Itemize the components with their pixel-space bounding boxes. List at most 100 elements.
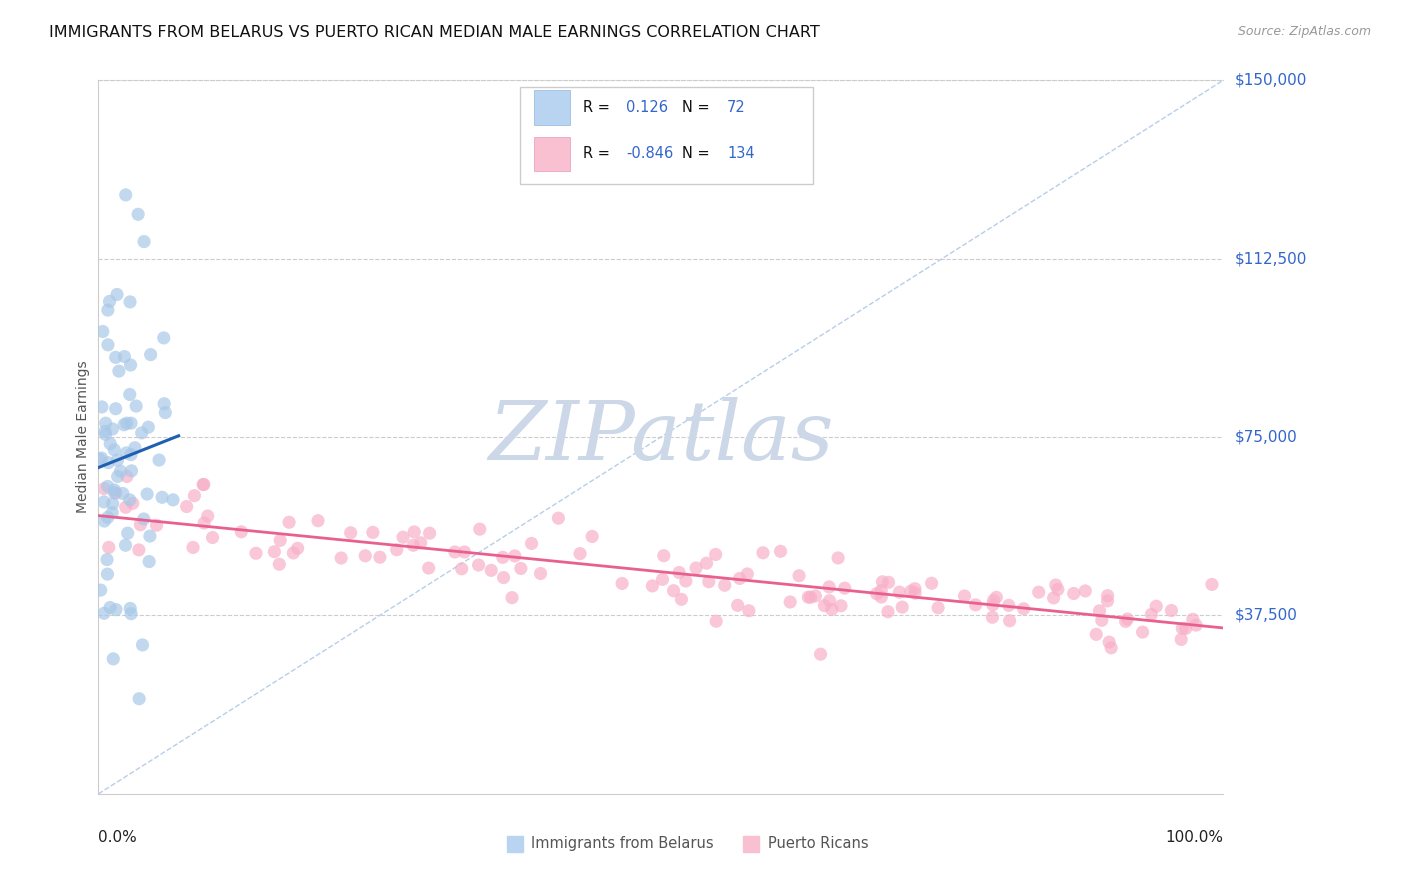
Text: Puerto Ricans: Puerto Ricans xyxy=(768,837,869,851)
Point xyxy=(96,567,118,582)
Point xyxy=(1170,632,1192,647)
Point xyxy=(1144,599,1167,614)
Point xyxy=(392,530,415,544)
Point xyxy=(965,598,987,612)
Point xyxy=(1097,589,1119,603)
Point xyxy=(404,524,426,539)
Point xyxy=(269,558,291,572)
Point xyxy=(152,331,174,345)
Point xyxy=(96,552,118,566)
Point xyxy=(155,406,177,420)
FancyBboxPatch shape xyxy=(534,136,569,171)
FancyBboxPatch shape xyxy=(520,87,813,184)
Point xyxy=(112,350,135,364)
Point xyxy=(181,541,204,555)
Point xyxy=(872,574,894,589)
Point xyxy=(1085,627,1108,641)
Point xyxy=(877,575,900,590)
Point xyxy=(997,599,1019,613)
Point xyxy=(128,542,150,557)
Point xyxy=(662,583,685,598)
Point xyxy=(641,579,664,593)
Point xyxy=(330,551,353,566)
Point xyxy=(697,574,720,589)
Point xyxy=(93,514,115,528)
Point xyxy=(193,516,215,530)
Point xyxy=(704,614,727,628)
Point xyxy=(107,469,129,483)
Point xyxy=(131,638,153,652)
Point xyxy=(368,550,391,565)
Point xyxy=(97,541,120,555)
Point xyxy=(105,287,128,301)
Point xyxy=(713,578,735,592)
Text: 0.126: 0.126 xyxy=(626,100,668,115)
Point xyxy=(685,561,707,575)
Point xyxy=(114,500,136,515)
Point xyxy=(453,545,475,559)
Point xyxy=(1171,621,1194,635)
Point xyxy=(998,614,1021,628)
Point xyxy=(1181,612,1204,626)
Point xyxy=(139,529,162,543)
Point xyxy=(503,549,526,563)
Point xyxy=(145,518,167,533)
Point xyxy=(1174,622,1197,636)
Point xyxy=(904,586,927,600)
Point xyxy=(1046,582,1069,597)
Point xyxy=(287,541,309,556)
Point xyxy=(120,416,142,430)
Point xyxy=(129,517,152,532)
Point xyxy=(307,514,329,528)
Point xyxy=(91,325,114,339)
Point xyxy=(93,607,115,621)
Point xyxy=(131,425,153,440)
Point xyxy=(201,531,224,545)
Point xyxy=(1116,612,1139,626)
Point xyxy=(1185,618,1208,632)
Text: -0.846: -0.846 xyxy=(626,146,673,161)
Point xyxy=(103,442,125,457)
Text: N =: N = xyxy=(682,100,710,115)
Point xyxy=(986,591,1008,605)
Point xyxy=(101,422,124,436)
Point xyxy=(787,568,810,582)
Point xyxy=(90,583,112,598)
Point xyxy=(1074,583,1097,598)
Point xyxy=(953,589,976,603)
Point xyxy=(118,492,141,507)
Point xyxy=(153,397,176,411)
Point xyxy=(121,496,143,510)
Point xyxy=(1201,577,1223,591)
Text: $75,000: $75,000 xyxy=(1234,430,1298,444)
Point xyxy=(191,477,214,491)
Point xyxy=(889,585,911,599)
Point xyxy=(117,526,139,541)
Point xyxy=(98,436,121,450)
Point xyxy=(104,401,127,416)
Point xyxy=(132,512,155,526)
Point xyxy=(98,294,121,309)
Point xyxy=(127,207,149,221)
Point xyxy=(150,491,173,505)
Point xyxy=(818,580,841,594)
Point xyxy=(125,399,148,413)
Point xyxy=(118,387,141,401)
Point xyxy=(110,464,132,478)
Point xyxy=(418,561,440,575)
Point xyxy=(610,576,633,591)
Point xyxy=(509,561,531,575)
Point xyxy=(103,652,125,666)
Point xyxy=(176,500,198,514)
Point xyxy=(1115,615,1137,629)
Point xyxy=(671,592,693,607)
Point xyxy=(1097,594,1119,608)
Point xyxy=(1063,586,1085,600)
Point xyxy=(120,358,142,372)
Point xyxy=(1140,607,1163,622)
Point xyxy=(921,576,943,591)
Text: Source: ZipAtlas.com: Source: ZipAtlas.com xyxy=(1237,25,1371,38)
Point xyxy=(104,351,127,365)
Point xyxy=(728,572,751,586)
Point xyxy=(114,538,136,552)
